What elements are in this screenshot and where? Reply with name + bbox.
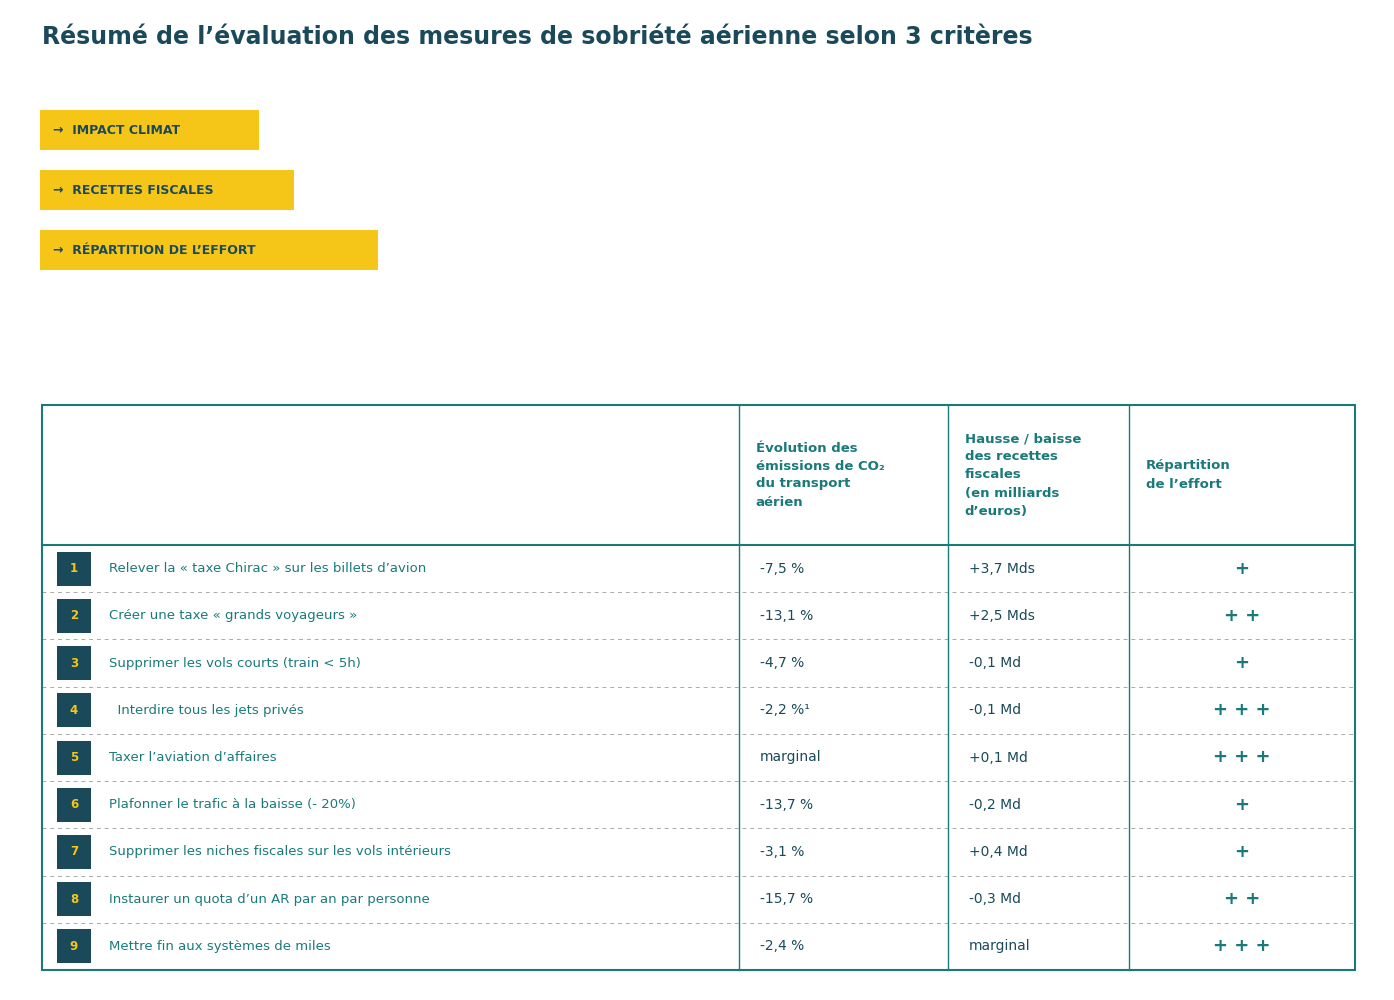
Text: →  IMPACT CLIMAT: → IMPACT CLIMAT <box>53 123 180 136</box>
Text: +: + <box>1235 843 1249 861</box>
Text: 4: 4 <box>70 704 78 717</box>
Text: →  RECETTES FISCALES: → RECETTES FISCALES <box>53 184 213 196</box>
Text: Créer une taxe « grands voyageurs »: Créer une taxe « grands voyageurs » <box>109 609 357 622</box>
Text: 6: 6 <box>70 798 78 811</box>
Text: marginal: marginal <box>969 939 1030 953</box>
Text: 3: 3 <box>70 657 78 670</box>
Text: -15,7 %: -15,7 % <box>760 892 813 906</box>
Text: Répartition
de l’effort: Répartition de l’effort <box>1146 460 1231 490</box>
Text: +: + <box>1235 560 1249 578</box>
Text: marginal: marginal <box>760 750 821 764</box>
Text: + +: + + <box>1224 890 1260 908</box>
FancyBboxPatch shape <box>57 882 91 916</box>
Text: -0,3 Md: -0,3 Md <box>969 892 1020 906</box>
Text: 1: 1 <box>70 562 78 575</box>
Text: 8: 8 <box>70 893 78 906</box>
Text: + + +: + + + <box>1213 937 1271 955</box>
FancyBboxPatch shape <box>57 599 91 633</box>
FancyBboxPatch shape <box>57 646 91 680</box>
Text: Taxer l’aviation d’affaires: Taxer l’aviation d’affaires <box>109 751 276 764</box>
Text: +3,7 Mds: +3,7 Mds <box>969 562 1034 576</box>
Text: 2: 2 <box>70 609 78 622</box>
Text: -2,4 %: -2,4 % <box>760 939 804 953</box>
Text: -3,1 %: -3,1 % <box>760 845 804 859</box>
Text: 9: 9 <box>70 940 78 953</box>
Text: + + +: + + + <box>1213 748 1271 766</box>
FancyBboxPatch shape <box>40 170 294 210</box>
FancyBboxPatch shape <box>57 835 91 869</box>
Text: -0,1 Md: -0,1 Md <box>969 656 1020 670</box>
Text: -13,7 %: -13,7 % <box>760 798 813 812</box>
Text: +2,5 Mds: +2,5 Mds <box>969 609 1034 623</box>
Text: -0,1 Md: -0,1 Md <box>969 703 1020 717</box>
Text: →  RÉPARTITION DE L’EFFORT: → RÉPARTITION DE L’EFFORT <box>53 243 255 256</box>
FancyBboxPatch shape <box>57 740 91 774</box>
Text: Interdire tous les jets privés: Interdire tous les jets privés <box>109 704 304 717</box>
Text: +0,1 Md: +0,1 Md <box>969 750 1027 764</box>
Text: Résumé de l’évaluation des mesures de sobriété aérienne selon 3 critères: Résumé de l’évaluation des mesures de so… <box>42 25 1033 49</box>
FancyBboxPatch shape <box>57 929 91 963</box>
Text: -7,5 %: -7,5 % <box>760 562 804 576</box>
Text: +: + <box>1235 796 1249 814</box>
Text: + +: + + <box>1224 607 1260 625</box>
FancyBboxPatch shape <box>40 230 378 270</box>
Text: 5: 5 <box>70 751 78 764</box>
FancyBboxPatch shape <box>57 552 91 586</box>
Text: Plafonner le trafic à la baisse (- 20%): Plafonner le trafic à la baisse (- 20%) <box>109 798 355 811</box>
Text: Supprimer les vols courts (train < 5h): Supprimer les vols courts (train < 5h) <box>109 657 361 670</box>
FancyBboxPatch shape <box>57 693 91 727</box>
Text: Instaurer un quota d’un AR par an par personne: Instaurer un quota d’un AR par an par pe… <box>109 893 429 906</box>
Text: Supprimer les niches fiscales sur les vols intérieurs: Supprimer les niches fiscales sur les vo… <box>109 845 450 858</box>
Text: -2,2 %¹: -2,2 %¹ <box>760 703 810 717</box>
Text: + + +: + + + <box>1213 701 1271 719</box>
Text: -4,7 %: -4,7 % <box>760 656 804 670</box>
Text: 7: 7 <box>70 845 78 858</box>
Text: Évolution des
émissions de CO₂
du transport
aérien: Évolution des émissions de CO₂ du transp… <box>756 442 884 508</box>
FancyBboxPatch shape <box>57 788 91 822</box>
Text: +0,4 Md: +0,4 Md <box>969 845 1027 859</box>
Text: +: + <box>1235 654 1249 672</box>
Text: Hausse / baisse
des recettes
fiscales
(en milliards
d’euros): Hausse / baisse des recettes fiscales (e… <box>965 432 1080 518</box>
Text: -13,1 %: -13,1 % <box>760 609 813 623</box>
Text: -0,2 Md: -0,2 Md <box>969 798 1020 812</box>
Text: Mettre fin aux systèmes de miles: Mettre fin aux systèmes de miles <box>109 940 330 953</box>
Text: Relever la « taxe Chirac » sur les billets d’avion: Relever la « taxe Chirac » sur les bille… <box>109 562 427 575</box>
FancyBboxPatch shape <box>40 110 259 150</box>
